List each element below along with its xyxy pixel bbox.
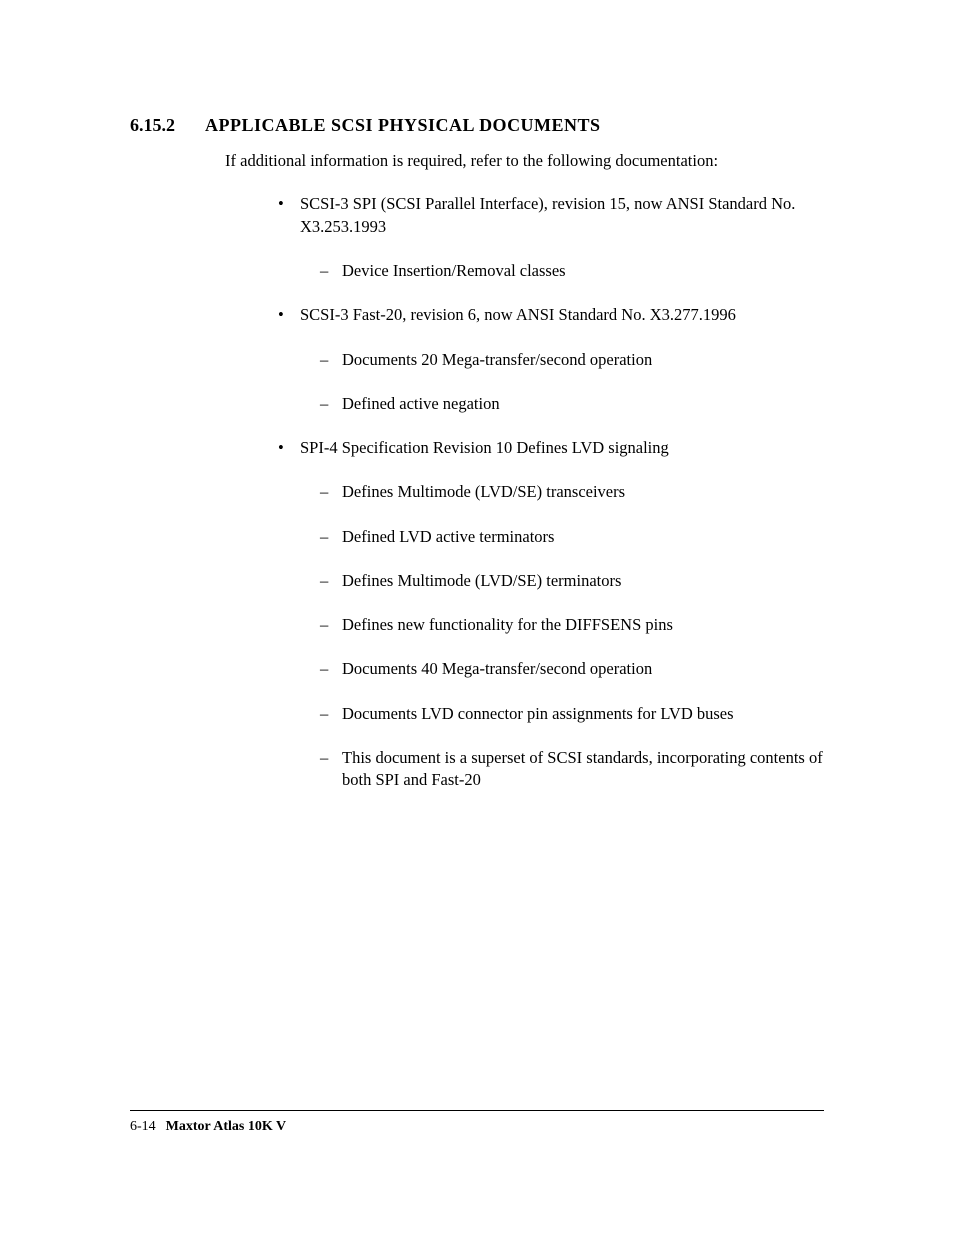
sub-bullet-text: Documents 20 Mega-transfer/second operat… [342,350,652,369]
bullet-text: SCSI-3 Fast-20, revision 6, now ANSI Sta… [300,305,736,324]
sub-bullet-text: Defined LVD active terminators [342,527,554,546]
sub-bullet-text: Defines Multimode (LVD/SE) terminators [342,571,621,590]
sub-bullet-list: Documents 20 Mega-transfer/second operat… [320,349,824,416]
sub-bullet-text: Defines Multimode (LVD/SE) transceivers [342,482,625,501]
sub-bullet-text: Documents LVD connector pin assignments … [342,704,734,723]
bullet-text: SCSI-3 SPI (SCSI Parallel Interface), re… [300,194,795,235]
section-heading: 6.15.2 APPLICABLE SCSI PHYSICAL DOCUMENT… [130,115,824,136]
section-number: 6.15.2 [130,115,175,136]
sub-list-item: Device Insertion/Removal classes [320,260,824,282]
sub-bullet-text: This document is a superset of SCSI stan… [342,748,823,789]
sub-list-item: Defined LVD active terminators [320,526,824,548]
sub-list-item: Documents LVD connector pin assignments … [320,703,824,725]
page-number: 6-14 [130,1119,156,1134]
list-item: SCSI-3 SPI (SCSI Parallel Interface), re… [278,193,824,282]
sub-bullet-list: Defines Multimode (LVD/SE) transceivers … [320,481,824,791]
doc-title: Maxtor Atlas 10K V [166,1119,286,1134]
sub-list-item: Defines new functionality for the DIFFSE… [320,614,824,636]
bullet-list: SCSI-3 SPI (SCSI Parallel Interface), re… [278,193,824,791]
page-footer: 6-14 Maxtor Atlas 10K V [130,1110,824,1135]
list-item: SCSI-3 Fast-20, revision 6, now ANSI Sta… [278,304,824,415]
sub-bullet-text: Documents 40 Mega-transfer/second operat… [342,659,652,678]
sub-bullet-text: Defined active negation [342,394,500,413]
sub-bullet-list: Device Insertion/Removal classes [320,260,824,282]
sub-list-item: Defines Multimode (LVD/SE) terminators [320,570,824,592]
sub-bullet-text: Defines new functionality for the DIFFSE… [342,615,673,634]
sub-list-item: Documents 40 Mega-transfer/second operat… [320,658,824,680]
sub-list-item: Defines Multimode (LVD/SE) transceivers [320,481,824,503]
sub-list-item: This document is a superset of SCSI stan… [320,747,824,792]
intro-text: If additional information is required, r… [225,150,824,171]
list-item: SPI-4 Specification Revision 10 Defines … [278,437,824,791]
sub-list-item: Documents 20 Mega-transfer/second operat… [320,349,824,371]
sub-list-item: Defined active negation [320,393,824,415]
section-title: APPLICABLE SCSI PHYSICAL DOCUMENTS [205,115,601,136]
bullet-text: SPI-4 Specification Revision 10 Defines … [300,438,669,457]
sub-bullet-text: Device Insertion/Removal classes [342,261,566,280]
